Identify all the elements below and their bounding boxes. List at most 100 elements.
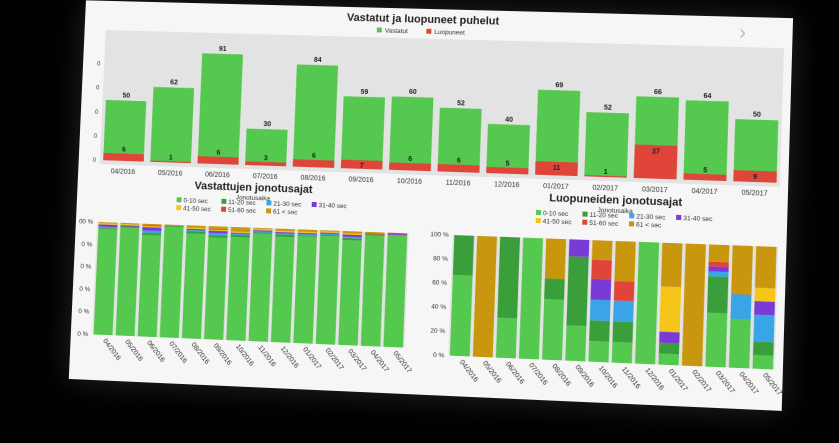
- chart3-bar-segment: [497, 237, 520, 319]
- chart1-legend-swatch-0: [377, 27, 382, 32]
- chart1-data-label-abandoned: 1: [169, 154, 173, 161]
- chart3-x-tick-label: 08/2016: [550, 363, 572, 388]
- chart1-y-tick-label: 0: [93, 158, 97, 164]
- report-panel: › Vastatut ja luopuneet puhelut Vastatut Lu…: [69, 0, 793, 411]
- chart1-data-label-abandoned: 9: [753, 174, 757, 181]
- chart3-bar-segment: [658, 354, 679, 366]
- chart2-legend-label: 0-10 sec: [183, 197, 208, 205]
- chart1-bar-abandoned: [437, 164, 479, 173]
- chart2-x-tick-label: 09/2016: [212, 342, 233, 366]
- chart3-legend-swatch: [536, 210, 541, 215]
- chart1-x-tick-label: 09/2016: [348, 176, 373, 184]
- chart1-x-tick-label: 02/2017: [592, 185, 618, 193]
- chart3-bar-segment: [588, 341, 609, 363]
- chart3-legend-swatch: [582, 220, 587, 225]
- chart3-bar-segment: [708, 266, 728, 272]
- chart1-x-tick-label: 05/2016: [158, 170, 183, 178]
- chart1-bar-answered: [341, 96, 385, 169]
- chart2-legend-swatch: [221, 207, 226, 212]
- chart1-x-tick-label: 07/2016: [253, 173, 278, 181]
- chart3-x-tick-label: 05/2016: [481, 360, 502, 385]
- chart2-legend-swatch: [221, 199, 226, 204]
- chart1-data-label-abandoned: 5: [505, 160, 509, 167]
- chart2-legend-label: 61 < sec: [273, 208, 298, 216]
- chart1-data-label-abandoned: 11: [553, 165, 561, 172]
- chart2-y-tick-label: 0 %: [81, 241, 92, 248]
- chart1-data-label-abandoned: 6: [408, 156, 412, 163]
- chart1-data-label-answered: 66: [654, 89, 662, 96]
- chart3-bar-segment: [450, 275, 473, 357]
- chart1-y-tick-label: 0: [94, 134, 98, 140]
- chart1-data-label-answered: 91: [219, 46, 227, 53]
- chart3-x-tick-label: 04/2017: [737, 371, 759, 396]
- chart1-bar-answered: [198, 53, 243, 164]
- chart1-data-label-abandoned: 6: [457, 158, 461, 165]
- chart3-bar-segment: [682, 244, 706, 367]
- chart3-y-tick-label: 60 %: [432, 279, 447, 287]
- chart3-x-tick-label: 06/2016: [504, 361, 525, 386]
- chart1-data-label-answered: 59: [360, 89, 368, 96]
- chart3-bar-segment: [496, 318, 517, 359]
- chart2-legend-swatch: [177, 197, 182, 202]
- screenshot-stage: › Vastatut ja luopuneet puhelut Vastatut Lu…: [0, 0, 839, 443]
- chart3-y-tick-label: 0 %: [433, 352, 445, 360]
- chart3-legend-label: 51-60 sec: [589, 220, 619, 228]
- chart2-legend-swatch: [266, 200, 271, 205]
- chart1-x-tick-label: 12/2016: [494, 181, 520, 189]
- chart3-bar-segment: [705, 313, 727, 368]
- chart1-x-tick-label: 05/2017: [741, 190, 767, 198]
- chart3-x-tick-label: 02/2017: [690, 369, 712, 394]
- chart3-legend-label: 31-40 sec: [683, 215, 713, 223]
- chart1-title: Vastatut ja luopuneet puhelut: [347, 12, 500, 28]
- chart3-bar-segment: [753, 355, 774, 369]
- chart1-bar-abandoned: [198, 156, 239, 165]
- chart1-x-tick-label: 04/2017: [691, 188, 717, 196]
- chart3-bar-segment: [708, 271, 728, 277]
- chart1-data-label-answered: 64: [703, 93, 711, 100]
- chart2-x-tick-label: 03/2017: [346, 348, 367, 373]
- chart2-bar-segment: [338, 240, 361, 346]
- chart2-x-tick-label: 04/2017: [369, 349, 390, 374]
- chart2-x-tick-label: 11/2016: [256, 344, 277, 368]
- chart1-bar-answered: [150, 87, 194, 163]
- chart1-data-label-abandoned: 1: [604, 169, 608, 176]
- chart2-x-tick-label: 02/2017: [324, 347, 345, 372]
- chart3-bar-segment: [730, 294, 751, 319]
- chart2-x-tick-label: 08/2016: [190, 341, 211, 365]
- chart3-bar-segment: [591, 279, 612, 300]
- chart1-bar-abandoned: [389, 162, 431, 171]
- chart3-bar-segment: [755, 246, 777, 288]
- chart3-bar-segment: [566, 256, 588, 326]
- chart3-bar-segment: [659, 343, 679, 355]
- chart3-x-tick-label: 07/2016: [527, 362, 549, 387]
- chart3-bar-segment: [519, 238, 543, 360]
- chart3-legend-label: 41-50 sec: [543, 218, 573, 226]
- chart2-x-tick-label: 05/2017: [391, 350, 412, 375]
- chart2-legend-label: 31-40 sec: [318, 202, 347, 210]
- chart1-bar-abandoned: [293, 159, 335, 168]
- chart3-bar-segment: [612, 321, 633, 343]
- chart3-x-tick-label: 09/2016: [573, 364, 595, 389]
- chart3-x-tick-label: 05/2017: [761, 372, 783, 397]
- chart2-x-tick-label: 05/2016: [123, 339, 144, 363]
- chart1-data-label-answered: 52: [604, 105, 612, 112]
- chart1-data-label-answered: 40: [505, 116, 513, 123]
- chart3-y-tick-label: 100 %: [430, 231, 449, 239]
- chart3-bar-segment: [729, 319, 751, 369]
- chart3-bar-segment: [755, 288, 776, 302]
- chart3-x-tick-label: 12/2016: [643, 367, 665, 392]
- chart3-bar-segment: [590, 300, 611, 321]
- chart1-data-label-answered: 60: [409, 89, 417, 96]
- chart3-legend-label: 61 < sec: [636, 221, 662, 229]
- chart2-legend-swatch: [312, 202, 317, 207]
- chart1-x-tick-label: 06/2016: [205, 171, 230, 179]
- chart3-bar-segment: [542, 299, 564, 361]
- chart3-bar-segment: [613, 300, 634, 321]
- chart3-x-tick-label: 03/2017: [714, 370, 736, 395]
- chart3-legend-label: 0-10 sec: [543, 210, 569, 218]
- chart3-bar-segment: [661, 243, 682, 288]
- chart1-legend-swatch-1: [426, 29, 431, 34]
- chart1-y-tick-label: 0: [97, 62, 101, 68]
- chart2-x-tick-label: 04/2016: [101, 338, 121, 362]
- chart2-legend-swatch: [176, 205, 181, 210]
